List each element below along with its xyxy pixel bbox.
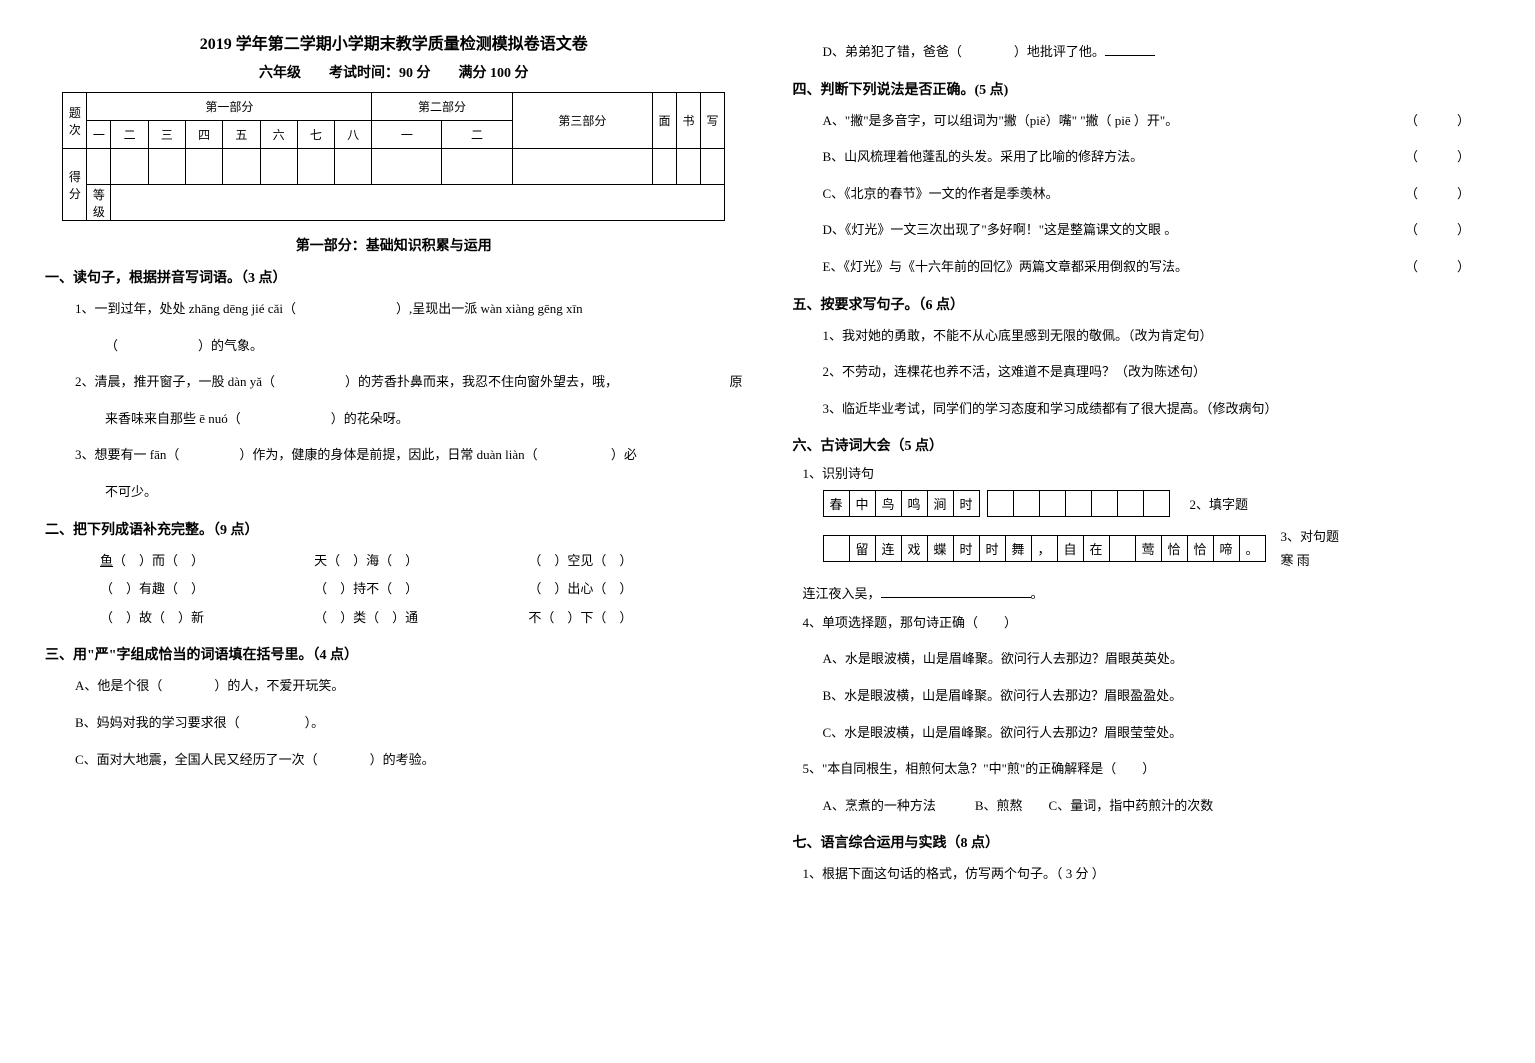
q5-1: 1、我对她的勇敢，不能不从心底里感到无限的敬佩。（改为肯定句） [823,322,1491,351]
q2-row2: （ ）有趣（ ） （ ）持不（ ） （ ）出心（ ） [100,575,743,604]
col-head: 第一部分 [87,93,372,121]
cell: 三 [148,121,185,149]
poem-row2: 留连 戏蝶时 时舞， 自在 莺恰恰 啼。 [823,535,1266,562]
q4-e: E、《灯光》与《十六年前的回忆》两篇文章都采用倒叙的写法。（ ） [823,253,1491,282]
q6-label2: 2、填字题 [1190,494,1249,513]
q6-sub1: 1、识别诗句 [803,463,1491,482]
q4-d: D、《灯光》一文三次出现了"多好啊！"这是整篇课文的文眼 。（ ） [823,216,1491,245]
col-head: 书 [677,93,701,149]
q1-item1b: （）的气象。 [105,332,743,361]
q6-i3: 连江夜入吴，。 [803,580,1491,609]
q7-i1: 1、根据下面这句话的格式，仿写两个句子。（ 3 分 ） [803,860,1491,889]
q7-heading: 七、语言综合运用与实践（8 点） [793,832,1491,852]
cell: 四 [185,121,222,149]
col-head: 写 [701,93,725,149]
cell: 二 [111,121,148,149]
cell: 二 [442,121,512,149]
q6-label3b: 寒 雨 [1281,549,1340,572]
q6-i4b: B、水是眼波横，山是眉峰聚。欲问行人去那边？眉眼盈盈处。 [823,682,1491,711]
exam-subtitle: 六年级 考试时间：90 分 满分 100 分 [45,62,743,82]
col-head: 第三部分 [512,93,652,149]
exam-title: 2019 学年第二学期小学期末教学质量检测模拟卷语文卷 [45,30,743,54]
q3-d: D、弟弟犯了错，爸爸（ ）地批评了他。 [823,38,1491,67]
q6-heading: 六、古诗词大会（5 点） [793,435,1491,455]
q3-heading: 三、用"严"字组成恰当的词语填在括号里。（4 点） [45,644,743,664]
cell: 五 [223,121,260,149]
col-head: 面 [653,93,677,149]
q1-item3b: 不可少。 [105,478,743,507]
q6-i4c: C、水是眼波横，山是眉峰聚。欲问行人去那边？眉眼莹莹处。 [823,719,1491,748]
q3-a: A、他是个很（ ）的人，不爱开玩笑。 [75,672,743,701]
cell: 一 [372,121,442,149]
cell: 七 [297,121,334,149]
q4-a: A、"撇"是多音字，可以组词为"撇（piě）嘴" "撇（ piē ）开"。（ ） [823,107,1491,136]
q6-i4: 4、单项选择题，那句诗正确（ ） [803,609,1491,638]
cell: 八 [335,121,372,149]
row-label: 题次 [63,93,87,149]
q2-heading: 二、把下列成语补充完整。（9 点） [45,519,743,539]
col-head: 第二部分 [372,93,512,121]
row-label: 得分 [63,149,87,221]
q1-item1: 1、一到过年，处处 zhāng dēng jié cǎi（）,呈现出一派 wàn… [75,295,743,324]
section1-title: 第一部分：基础知识积累与运用 [45,235,743,255]
q5-2: 2、不劳动，连棵花也养不活，这难道不是真理吗？（改为陈述句） [823,358,1491,387]
q5-heading: 五、按要求写句子。（6 点） [793,294,1491,314]
score-table: 题次 第一部分 第二部分 第三部分 面 书 写 一 二 三 四 五 六 七 八 … [62,92,725,221]
q5-3: 3、临近毕业考试，同学们的学习态度和学习成绩都有了很大提高。（修改病句） [823,395,1491,424]
q1-item2b: 来香味来自那些 ē nuó（）的花朵呀。 [105,405,743,434]
q2-row3: （ ）故（ ）新 （ ）类（ ）通 不（ ）下（ ） [100,604,743,633]
q1-item3: 3、想要有一 fān（）作为，健康的身体是前提，因此，日常 duàn liàn（… [75,441,743,470]
q6-i5: 5、"本自同根生，相煎何太急？"中"煎"的正确解释是（ ） [803,755,1491,784]
q4-c: C、《北京的春节》一文的作者是季羡林。（ ） [823,180,1491,209]
row-label: 等级 [87,185,111,221]
q6-label3a: 3、对句题 [1281,525,1340,548]
q1-item2: 2、清晨，推开窗子，一股 dàn yǎ（）的芳香扑鼻而来，我忍不住向窗外望去，哦… [75,368,743,397]
poem-row1: 春中鸟 鸣涧时 [823,490,1170,517]
q6-i5a: A、烹煮的一种方法 B、煎熬 C、量词，指中药煎汁的次数 [823,792,1491,821]
cell: 六 [260,121,297,149]
q2-row1: 鱼（ ）而（ ） 天（ ）海（ ） （ ）空见（ ） [100,547,743,576]
q4-heading: 四、判断下列说法是否正确。(5 点) [793,79,1491,99]
cell: 一 [87,121,111,149]
q6-i4a: A、水是眼波横，山是眉峰聚。欲问行人去那边？眉眼英英处。 [823,645,1491,674]
q3-c: C、面对大地震，全国人民又经历了一次（ ）的考验。 [75,746,743,775]
q1-heading: 一、读句子，根据拼音写词语。（3 点） [45,267,743,287]
q3-b: B、妈妈对我的学习要求很（ ）。 [75,709,743,738]
q4-b: B、山风梳理着他蓬乱的头发。采用了比喻的修辞方法。（ ） [823,143,1491,172]
